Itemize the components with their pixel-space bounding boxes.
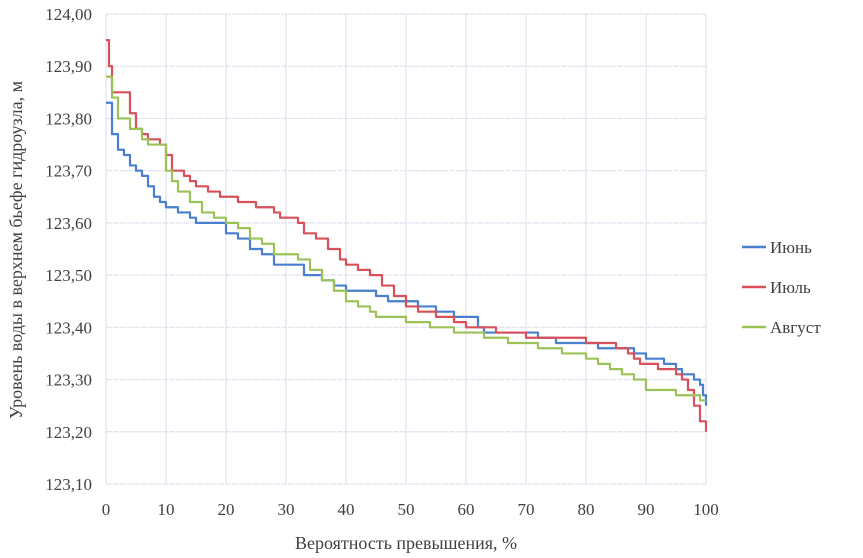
y-tick-label: 123,60	[45, 214, 92, 233]
x-tick-label: 60	[458, 500, 475, 519]
x-tick-label: 30	[278, 500, 295, 519]
x-axis-title: Вероятность превышения, %	[295, 533, 517, 553]
y-tick-label: 123,90	[45, 57, 92, 76]
y-tick-label: 123,30	[45, 371, 92, 390]
y-tick-label: 123,20	[45, 423, 92, 442]
y-tick-labels: 123,10 123,20 123,30 123,40 123,50 123,60 123,…	[45, 5, 92, 494]
x-tick-label: 100	[693, 500, 719, 519]
y-tick-label: 123,80	[45, 109, 92, 128]
series-lines	[106, 39, 708, 432]
x-tick-label: 50	[398, 500, 415, 519]
x-tick-label: 10	[158, 500, 175, 519]
y-tick-label: 123,40	[45, 318, 92, 337]
y-tick-label: 123,50	[45, 266, 92, 285]
legend: Июнь Июль Август	[742, 238, 821, 337]
x-tick-label: 40	[338, 500, 355, 519]
x-tick-label: 0	[102, 500, 111, 519]
grid	[105, 13, 707, 485]
y-tick-label: 123,70	[45, 162, 92, 181]
legend-label: Август	[770, 318, 821, 337]
x-tick-label: 20	[218, 500, 235, 519]
x-tick-label: 90	[638, 500, 655, 519]
series-line-2	[106, 75, 706, 402]
y-tick-label: 124,00	[45, 5, 92, 24]
x-tick-label: 70	[518, 500, 535, 519]
legend-label: Июнь	[770, 238, 812, 257]
y-tick-label: 123,10	[45, 475, 92, 494]
x-tick-labels: 0 10 20 30 40 50 60 70 80 90 100	[102, 500, 719, 519]
y-axis-title: Уровень воды в верхнем бьефе гидроузла, …	[6, 81, 26, 419]
legend-label: Июль	[770, 278, 811, 297]
x-tick-label: 80	[578, 500, 595, 519]
